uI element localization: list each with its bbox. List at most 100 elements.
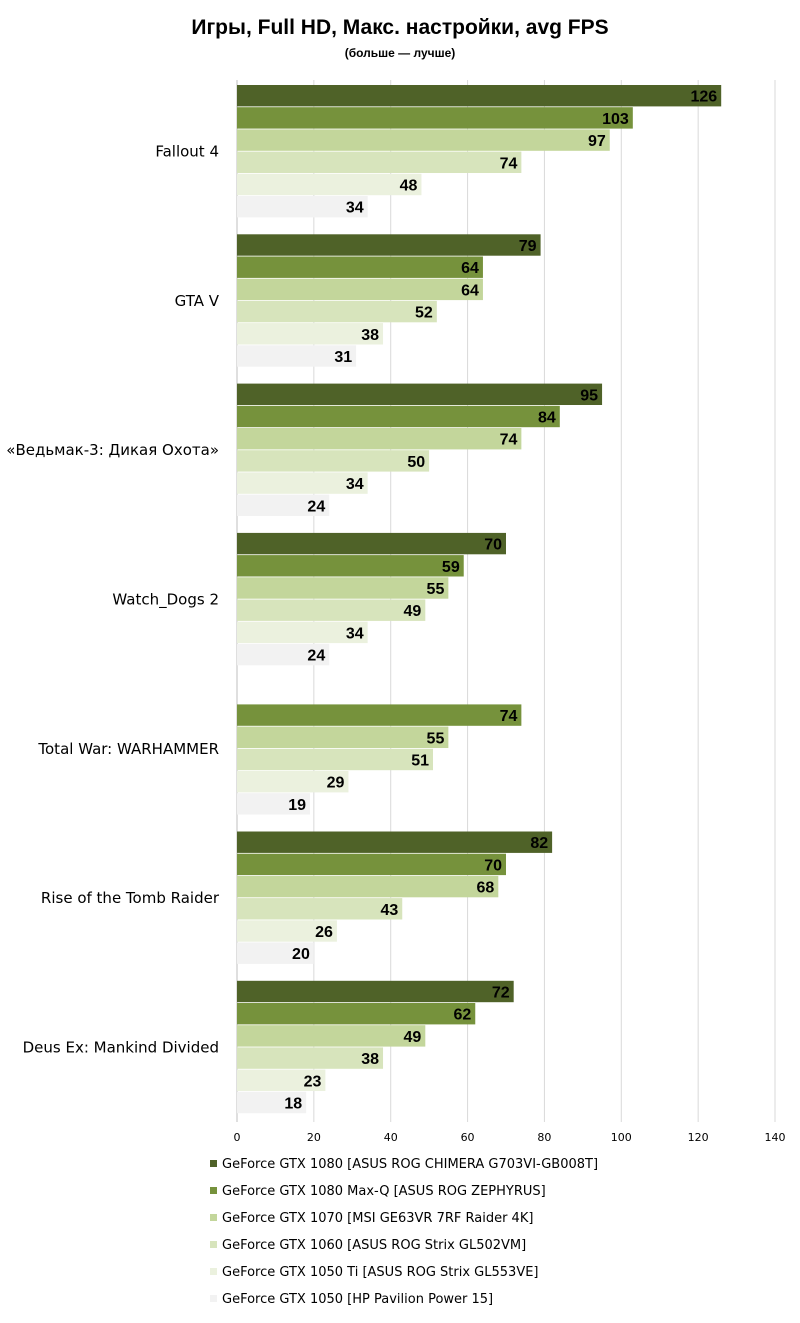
bar <box>237 196 368 218</box>
data-label: 49 <box>404 1029 422 1046</box>
bar <box>237 599 426 621</box>
data-label: 43 <box>380 902 398 919</box>
x-axis-ticks: 0 20 40 60 80 100 120 140 <box>234 1131 786 1144</box>
data-label: 48 <box>400 178 418 195</box>
category-label: Total War: WARHAMMER <box>37 740 219 758</box>
bar <box>237 151 522 173</box>
data-label: 84 <box>538 410 556 427</box>
bar <box>237 621 368 644</box>
data-label: 34 <box>346 200 364 217</box>
data-label: 55 <box>427 730 445 747</box>
bar <box>237 1047 384 1069</box>
data-label: 51 <box>411 753 429 770</box>
legend: GeForce GTX 1080 [ASUS ROG CHIMERA G703V… <box>210 1157 598 1307</box>
bar <box>237 1025 426 1047</box>
bar <box>237 793 311 815</box>
legend-label: GeForce GTX 1050 [HP Pavilion Power 15] <box>222 1292 493 1307</box>
bar <box>237 278 483 301</box>
data-label: 29 <box>327 775 345 792</box>
bar <box>237 450 430 472</box>
data-label: 18 <box>284 1096 302 1113</box>
bar <box>237 323 384 345</box>
category-label: Watch_Dogs 2 <box>112 591 219 610</box>
x-tick-label: 80 <box>537 1131 551 1144</box>
data-label: 34 <box>346 625 364 642</box>
bar <box>237 1003 476 1025</box>
data-label: 62 <box>453 1007 471 1024</box>
bar <box>237 1069 326 1091</box>
bar <box>237 726 449 748</box>
data-label: 74 <box>500 432 518 449</box>
bar <box>237 173 422 196</box>
bar <box>237 831 553 853</box>
bar <box>237 577 449 599</box>
bar <box>237 234 541 256</box>
bar <box>237 771 349 793</box>
category-label: Rise of the Tomb Raider <box>41 889 220 907</box>
data-label: 55 <box>427 581 445 598</box>
bar <box>237 129 610 151</box>
chart-subtitle: (больше — лучше) <box>345 46 456 60</box>
data-label: 23 <box>304 1073 322 1090</box>
bar <box>237 555 464 577</box>
legend-swatch <box>210 1187 217 1194</box>
data-labels: 126 103 97 74 48 34 79 64 64 52 38 31 95 84 74 50 34 24 70… <box>284 89 717 1113</box>
data-label: 50 <box>407 454 425 471</box>
data-label: 64 <box>461 282 479 299</box>
data-label: 82 <box>530 835 548 852</box>
data-label: 24 <box>307 648 325 665</box>
data-label: 70 <box>484 537 502 554</box>
data-label: 31 <box>334 349 352 366</box>
data-label: 24 <box>307 498 325 515</box>
data-label: 68 <box>477 880 495 897</box>
x-tick-label: 0 <box>234 1131 241 1144</box>
data-label: 97 <box>588 133 606 150</box>
data-label: 103 <box>602 111 629 128</box>
legend-swatch <box>210 1241 217 1248</box>
data-label: 38 <box>361 1051 379 1068</box>
x-tick-label: 60 <box>461 1131 475 1144</box>
x-tick-label: 120 <box>688 1131 709 1144</box>
bar <box>237 107 633 129</box>
category-label: Deus Ex: Mankind Divided <box>23 1038 219 1056</box>
data-label: 64 <box>461 260 479 277</box>
data-label: 126 <box>690 89 717 106</box>
bar <box>237 853 506 876</box>
bar <box>237 1091 307 1114</box>
x-tick-label: 20 <box>307 1131 321 1144</box>
bar <box>237 875 499 898</box>
bar <box>237 942 314 964</box>
bar <box>237 472 368 494</box>
legend-label: GeForce GTX 1050 Ti [ASUS ROG Strix GL55… <box>222 1265 539 1280</box>
data-label: 72 <box>492 985 510 1002</box>
category-labels: Fallout 4 GTA V «Ведьмак-3: Дикая Охота» Wa… <box>6 143 220 1057</box>
bars <box>237 85 722 1114</box>
legend-label: GeForce GTX 1080 Max-Q [ASUS ROG ZEPHYRU… <box>222 1184 546 1199</box>
bar <box>237 85 722 107</box>
data-label: 70 <box>484 857 502 874</box>
bar <box>237 898 403 920</box>
category-label: «Ведьмак-3: Дикая Охота» <box>6 441 219 459</box>
bar <box>237 643 330 666</box>
bar <box>237 748 433 771</box>
bar <box>237 405 560 428</box>
legend-label: GeForce GTX 1070 [MSI GE63VR 7RF Raider … <box>222 1211 533 1226</box>
bar <box>237 256 483 278</box>
data-label: 34 <box>346 476 364 493</box>
data-label: 52 <box>415 305 433 322</box>
category-label: GTA V <box>175 292 220 310</box>
bar <box>237 494 330 516</box>
data-label: 26 <box>315 924 333 941</box>
legend-swatch <box>210 1214 217 1221</box>
data-label: 95 <box>580 387 598 404</box>
chart-title: Игры, Full HD, Макс. настройки, avg FPS <box>191 16 608 39</box>
bar <box>237 300 437 323</box>
x-tick-label: 40 <box>384 1131 398 1144</box>
bar <box>237 345 357 367</box>
bar <box>237 920 337 942</box>
data-label: 20 <box>292 946 310 963</box>
legend-swatch <box>210 1295 217 1302</box>
legend-swatch <box>210 1268 217 1275</box>
